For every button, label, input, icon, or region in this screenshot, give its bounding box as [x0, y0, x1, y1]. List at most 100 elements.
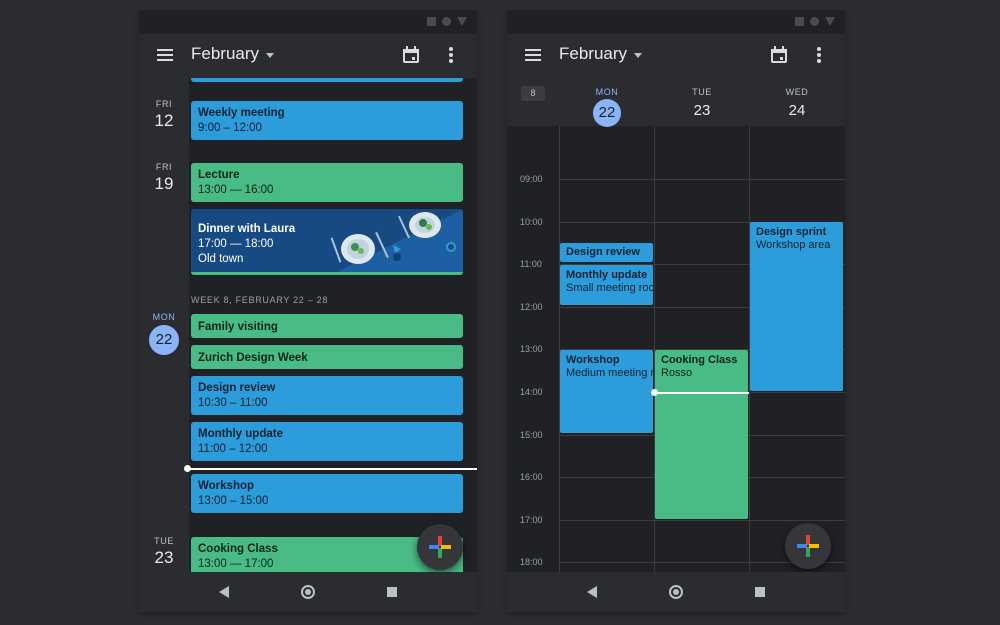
status-bar: [139, 10, 477, 34]
calendar-today-icon[interactable]: [403, 46, 419, 63]
hour-label: 18:00: [520, 557, 543, 567]
event-title: Monthly update: [198, 428, 283, 440]
column-weekday: MON: [595, 87, 619, 97]
event-location: Old town: [198, 253, 244, 265]
dinner-table-illustration: [330, 209, 463, 275]
event-time: 13:00 — 16:00: [198, 184, 274, 196]
wifi-triangle-icon: [825, 17, 835, 26]
event-location: Small meeting room: [566, 282, 653, 294]
hour-gridline: [559, 179, 845, 180]
week-event-design-sprint[interactable]: Design sprint Workshop area: [750, 222, 843, 391]
current-time-line: [189, 468, 477, 470]
calendar-today-icon[interactable]: [771, 46, 787, 63]
day-number: 19: [154, 174, 174, 193]
event-family-visiting[interactable]: Family visiting: [191, 314, 463, 338]
event-title: Monthly update: [566, 269, 648, 281]
hour-label: 10:00: [520, 217, 543, 227]
month-title: February: [559, 44, 628, 63]
hour-label: 13:00: [520, 344, 543, 354]
event-time: 10:30 – 11:00: [198, 397, 268, 409]
day-label-mon-22: MON 22: [139, 312, 189, 355]
hamburger-menu-icon[interactable]: [525, 48, 541, 62]
week-header: WEEK 8, FEBRUARY 22 – 28: [191, 295, 329, 305]
system-nav-bar: [139, 572, 477, 612]
current-time-line: [655, 392, 749, 394]
day-label-tue-23: TUE 23: [139, 536, 189, 568]
week-number-badge: 8: [521, 86, 545, 101]
system-nav-bar: [507, 572, 845, 612]
signal-square-icon: [427, 17, 436, 26]
month-selector[interactable]: February: [191, 44, 275, 64]
nav-back-icon[interactable]: [587, 586, 597, 598]
hour-gridline: [559, 349, 845, 350]
plus-blue-segment: [429, 545, 439, 549]
month-selector[interactable]: February: [559, 44, 643, 64]
column-header-wed[interactable]: WED 24: [750, 78, 844, 119]
column-header-mon[interactable]: MON 22: [560, 78, 654, 127]
day-weekday: TUE: [154, 536, 174, 546]
event-title: Zurich Design Week: [198, 352, 308, 364]
event-location: Workshop area: [756, 239, 831, 251]
hour-gridline: [559, 562, 845, 563]
plus-red-segment: [806, 535, 810, 545]
event-title: Family visiting: [198, 321, 278, 333]
nav-recents-icon[interactable]: [387, 587, 397, 597]
day-weekday: MON: [152, 312, 176, 322]
event-dinner-with-laura[interactable]: Dinner with Laura 17:00 — 18:00 Old town: [191, 209, 463, 275]
week-event-workshop[interactable]: Workshop Medium meeting room: [560, 350, 653, 433]
more-vertical-icon[interactable]: [449, 47, 453, 63]
event-title: Cooking Class: [198, 543, 278, 555]
schedule-list[interactable]: FRI 12 Weekly meeting 9:00 – 12:00 FRI 1…: [139, 78, 477, 572]
hamburger-menu-icon[interactable]: [157, 48, 173, 62]
event-cutoff[interactable]: [191, 78, 463, 82]
schedule-screen: FRI 12 Weekly meeting 9:00 – 12:00 FRI 1…: [139, 10, 477, 612]
event-time: 9:00 – 12:00: [198, 122, 262, 134]
more-vertical-icon[interactable]: [817, 47, 821, 63]
hour-gridline: [559, 222, 845, 223]
status-bar: [507, 10, 845, 34]
nav-back-icon[interactable]: [219, 586, 229, 598]
event-lecture[interactable]: Lecture 13:00 — 16:00: [191, 163, 463, 202]
day-weekday: FRI: [155, 162, 173, 172]
day-weekday: FRI: [155, 99, 173, 109]
event-design-review[interactable]: Design review 10:30 – 11:00: [191, 376, 463, 415]
day-number: 23: [154, 548, 174, 567]
add-event-button[interactable]: [785, 523, 831, 569]
plus-green-segment: [438, 548, 442, 558]
signal-circle-icon: [810, 17, 819, 26]
column-header-tue[interactable]: TUE 23: [655, 78, 749, 119]
nav-recents-icon[interactable]: [755, 587, 765, 597]
event-weekly-meeting[interactable]: Weekly meeting 9:00 – 12:00: [191, 101, 463, 140]
time-grid[interactable]: 09:00 10:00 11:00 12:00 13:00 14:00 15:0…: [507, 126, 845, 572]
nav-home-icon[interactable]: [669, 585, 683, 599]
event-title: Lecture: [198, 169, 240, 181]
column-weekday: TUE: [692, 87, 712, 97]
wifi-triangle-icon: [457, 17, 467, 26]
event-location: Rosso: [661, 367, 693, 379]
nav-home-icon[interactable]: [301, 585, 315, 599]
event-title: Design sprint: [756, 226, 827, 238]
week-event-monthly-update[interactable]: Monthly update Small meeting room: [560, 265, 653, 305]
column-date: 23: [693, 102, 711, 119]
event-workshop[interactable]: Workshop 13:00 – 15:00: [191, 474, 463, 513]
hour-label: 14:00: [520, 387, 543, 397]
today-date-circle[interactable]: 22: [149, 325, 179, 355]
today-date-circle: 22: [593, 99, 621, 127]
hour-gridline: [559, 307, 845, 308]
event-monthly-update[interactable]: Monthly update 11:00 – 12:00: [191, 422, 463, 461]
app-bar: February: [139, 34, 477, 78]
day-columns-header: 8 MON 22 TUE 23 WED 24: [507, 78, 845, 127]
hour-label: 15:00: [520, 430, 543, 440]
event-accent-bar: [191, 272, 463, 275]
plus-blue-segment: [797, 544, 807, 548]
event-zurich-design-week[interactable]: Zurich Design Week: [191, 345, 463, 369]
hour-gridline: [559, 264, 845, 265]
event-title: Workshop: [566, 354, 620, 366]
week-event-design-review[interactable]: Design review: [560, 243, 653, 262]
column-weekday: WED: [785, 87, 809, 97]
event-time: 13:00 – 15:00: [198, 495, 269, 507]
hour-gridline: [559, 520, 845, 521]
add-event-button[interactable]: [417, 524, 463, 570]
week-event-cooking-class[interactable]: Cooking Class Rosso: [655, 350, 748, 519]
event-time: 13:00 — 17:00: [198, 558, 274, 570]
